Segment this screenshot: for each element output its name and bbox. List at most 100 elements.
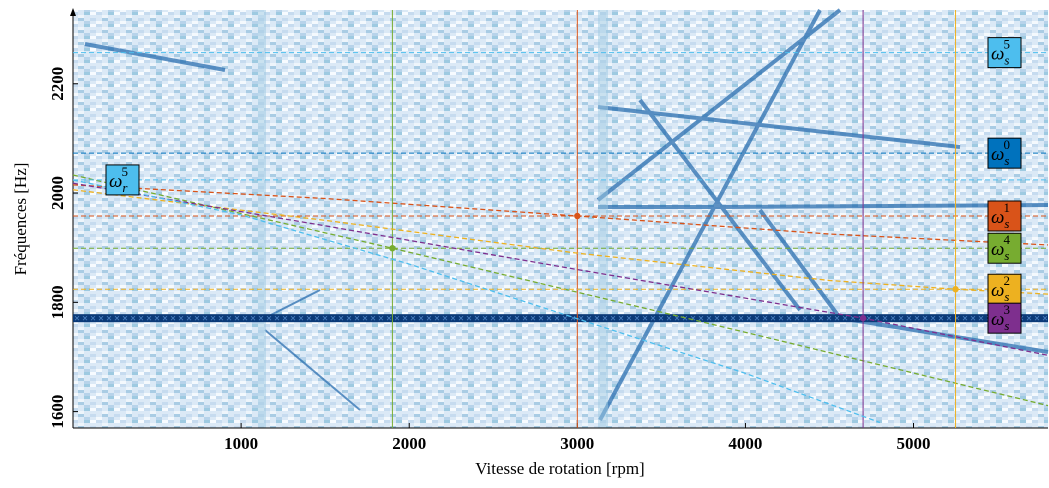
y-tick-label: 1800 [48, 285, 67, 319]
band-cross [930, 315, 936, 321]
band-cross [138, 315, 144, 321]
band-cross [938, 315, 944, 321]
band-cross [74, 315, 80, 321]
band-cross [522, 315, 528, 321]
y-tick-label: 2000 [48, 176, 67, 210]
band-cross [250, 315, 256, 321]
band-cross [474, 315, 480, 321]
band-cross [306, 315, 312, 321]
label-symbol: ω [991, 240, 1004, 261]
band-cross [266, 315, 272, 321]
band-cross [978, 315, 984, 321]
band-cross [402, 315, 408, 321]
band-cross [618, 315, 624, 321]
band-cross [762, 315, 768, 321]
band-cross [658, 315, 664, 321]
band-cross [442, 315, 448, 321]
band-cross [170, 315, 176, 321]
constant-band [73, 314, 1048, 323]
band-cross [722, 315, 728, 321]
band-cross [362, 315, 368, 321]
band-cross [194, 315, 200, 321]
label-symbol: ω [991, 145, 1004, 166]
band-cross [354, 315, 360, 321]
label-sup: 5 [121, 164, 128, 179]
label-sub: s [1004, 289, 1009, 304]
x-tick-label: 5000 [897, 434, 931, 453]
label-sub: s [1004, 318, 1009, 333]
band-cross [810, 315, 816, 321]
y-tick-label: 2200 [48, 67, 67, 101]
band-cross [314, 315, 320, 321]
curve [72, 174, 1049, 407]
band-cross [570, 315, 576, 321]
band-cross [298, 315, 304, 321]
band-cross [882, 315, 888, 321]
band-cross [106, 315, 112, 321]
band-cross [610, 315, 616, 321]
band-cross [962, 315, 968, 321]
band-cross [842, 315, 848, 321]
band-cross [90, 315, 96, 321]
label-sup: 2 [1003, 273, 1010, 288]
band-cross [714, 315, 720, 321]
band-cross [530, 315, 536, 321]
label-sup: 0 [1003, 137, 1010, 152]
band-cross [754, 315, 760, 321]
band-cross [922, 315, 928, 321]
band-cross [826, 315, 832, 321]
x-tick-label: 1000 [224, 434, 258, 453]
x-tick-label: 4000 [728, 434, 762, 453]
band-cross [730, 315, 736, 321]
label-sup: 3 [1003, 302, 1010, 317]
band-cross [98, 315, 104, 321]
label-sub: r [122, 180, 128, 195]
band-cross [434, 315, 440, 321]
label-symbol: ω [991, 44, 1004, 65]
label: ωs4 [991, 232, 1010, 263]
band-cross [914, 315, 920, 321]
band-cross [370, 315, 376, 321]
band-cross [666, 315, 672, 321]
band-cross [234, 315, 240, 321]
label-symbol: ω [991, 310, 1004, 331]
band-cross [898, 315, 904, 321]
marker-dot [952, 286, 959, 293]
marker-dot [574, 212, 581, 220]
label: ωs3 [991, 302, 1010, 333]
curve [72, 179, 881, 424]
band-cross [466, 315, 472, 321]
label: ωs2 [991, 273, 1010, 304]
band-cross [538, 315, 544, 321]
band-cross [114, 315, 120, 321]
band-cross [514, 315, 520, 321]
band-cross [778, 315, 784, 321]
label-sup: 1 [1003, 200, 1010, 215]
band-cross [602, 315, 608, 321]
band-cross [410, 315, 416, 321]
marker-dot [859, 314, 867, 322]
band-cross [970, 315, 976, 321]
band-cross [258, 315, 264, 321]
label-sup: 5 [1003, 37, 1010, 52]
label-symbol: ω [991, 207, 1004, 228]
band-cross [802, 315, 808, 321]
band-cross [594, 315, 600, 321]
x-axis-label: Vitesse de rotation [rpm] [475, 459, 644, 478]
label-box [987, 200, 1022, 232]
band-cross [186, 315, 192, 321]
label: ωs0 [991, 137, 1010, 168]
band-cross [386, 315, 392, 321]
band-cross [394, 315, 400, 321]
band-cross [546, 315, 552, 321]
y-axis-arrow [70, 8, 76, 16]
band-cross [650, 315, 656, 321]
band-cross [818, 315, 824, 321]
spectrogram-background [73, 10, 1048, 428]
label-sub: s [1004, 248, 1009, 263]
band-cross [738, 315, 744, 321]
band-cross [490, 315, 496, 321]
band-cross [282, 315, 288, 321]
band-cross [426, 315, 432, 321]
